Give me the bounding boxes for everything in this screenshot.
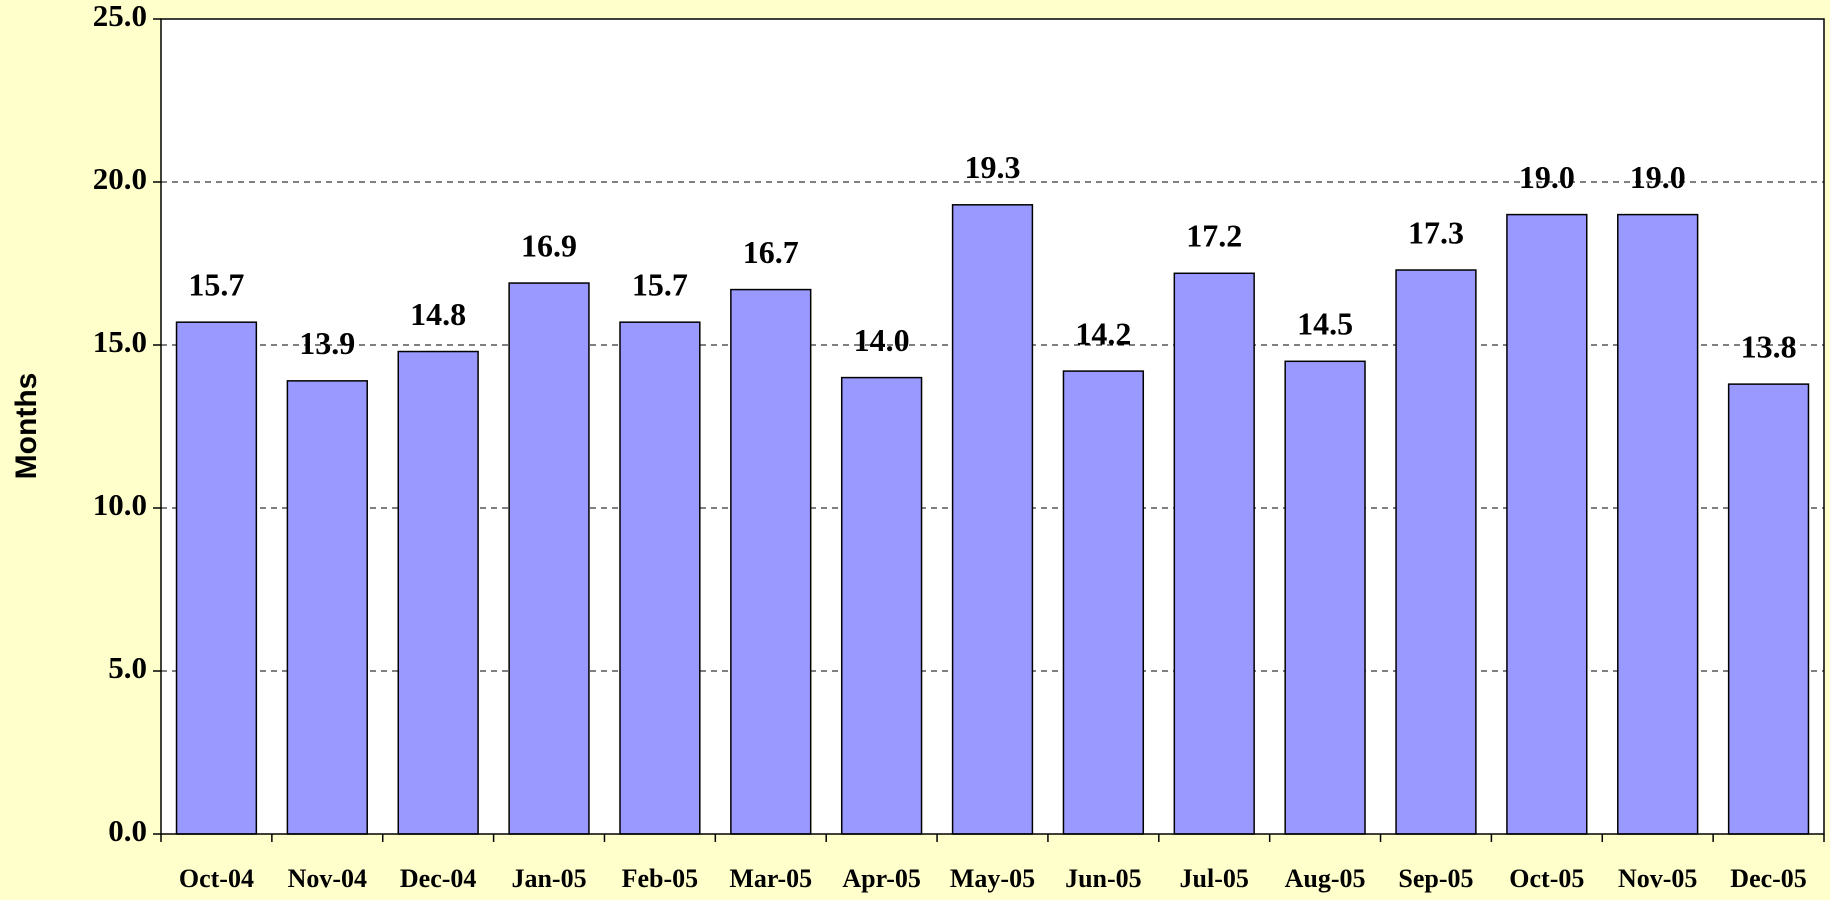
x-tick-label: Oct-04 (179, 864, 254, 893)
bar (1284, 360, 1366, 835)
x-tick-label: Oct-05 (1509, 864, 1584, 893)
data-label: 15.7 (188, 267, 244, 303)
bar (286, 380, 368, 835)
x-tick-label: May-05 (950, 864, 1035, 893)
data-label: 17.3 (1408, 214, 1464, 250)
bar (1062, 370, 1145, 835)
x-tick-label: Jun-05 (1065, 864, 1142, 893)
bar (1617, 213, 1699, 835)
y-tick-label: 5.0 (108, 650, 147, 685)
x-tick-label: Mar-05 (729, 864, 812, 893)
x-tick-label: Apr-05 (842, 864, 920, 893)
x-tick-label: Jul-05 (1180, 864, 1249, 893)
x-tick-label: Sep-05 (1398, 864, 1473, 893)
data-label: 16.9 (521, 227, 577, 263)
data-label: 14.8 (410, 296, 466, 332)
y-tick-label: 0.0 (108, 813, 147, 848)
x-tick-label: Nov-04 (288, 864, 367, 893)
bar (1395, 269, 1477, 835)
bar (508, 282, 590, 835)
bar (951, 204, 1034, 835)
bar (1173, 272, 1255, 835)
bar (730, 288, 812, 835)
x-tick-label: Jan-05 (511, 864, 586, 893)
bar (619, 321, 701, 835)
data-label: 13.9 (299, 325, 355, 361)
bar (1727, 383, 1810, 835)
data-label: 19.0 (1630, 159, 1686, 195)
data-label: 15.7 (632, 267, 688, 303)
y-axis-label: Months (10, 373, 43, 480)
bar (397, 350, 479, 835)
bar (840, 376, 923, 835)
y-tick-label: 15.0 (93, 324, 147, 359)
data-label: 16.7 (743, 234, 799, 270)
x-tick-label: Aug-05 (1285, 864, 1366, 893)
bar (1506, 213, 1588, 835)
bar (175, 321, 258, 835)
x-tick-label: Feb-05 (622, 864, 699, 893)
y-tick-label: 25.0 (93, 0, 147, 33)
x-tick-label: Dec-04 (400, 864, 477, 893)
data-label: 14.2 (1075, 315, 1131, 351)
y-tick-label: 20.0 (93, 161, 147, 196)
x-tick-label: Dec-05 (1730, 864, 1807, 893)
plot-border (160, 18, 1825, 835)
data-label: 14.0 (854, 322, 910, 358)
data-label: 13.8 (1741, 328, 1797, 364)
data-label: 14.5 (1297, 306, 1353, 342)
y-tick-label: 10.0 (93, 487, 147, 522)
x-tick-label: Nov-05 (1618, 864, 1697, 893)
data-label: 19.3 (965, 149, 1021, 185)
data-label: 19.0 (1519, 159, 1575, 195)
data-label: 17.2 (1186, 218, 1242, 254)
